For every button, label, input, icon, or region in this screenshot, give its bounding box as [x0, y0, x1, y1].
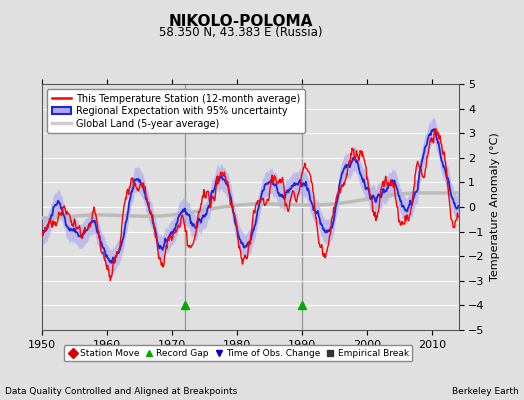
- Y-axis label: Temperature Anomaly (°C): Temperature Anomaly (°C): [490, 133, 500, 281]
- Legend: Station Move, Record Gap, Time of Obs. Change, Empirical Break: Station Move, Record Gap, Time of Obs. C…: [64, 345, 412, 362]
- Legend: This Temperature Station (12-month average), Regional Expectation with 95% uncer: This Temperature Station (12-month avera…: [47, 89, 305, 134]
- Text: NIKOLO-POLOMA: NIKOLO-POLOMA: [169, 14, 313, 29]
- Text: Berkeley Earth: Berkeley Earth: [452, 387, 519, 396]
- Text: Data Quality Controlled and Aligned at Breakpoints: Data Quality Controlled and Aligned at B…: [5, 387, 237, 396]
- Text: 58.350 N, 43.383 E (Russia): 58.350 N, 43.383 E (Russia): [159, 26, 323, 39]
